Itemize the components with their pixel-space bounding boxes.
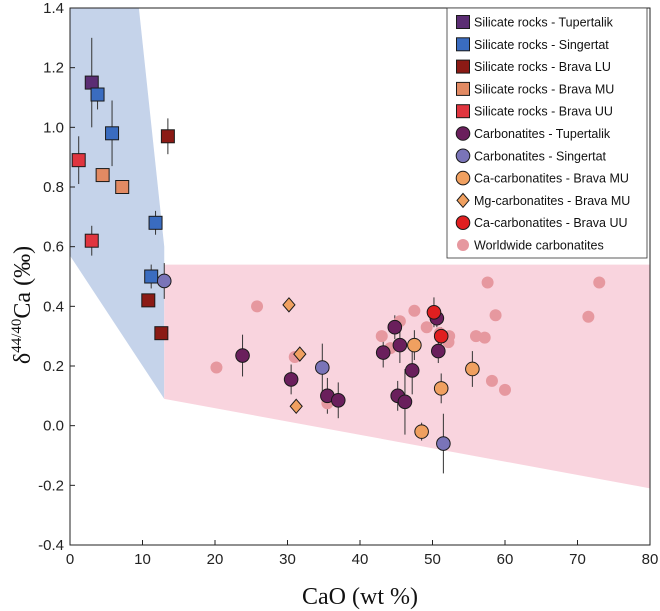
y-tick-label: -0.2 — [38, 477, 64, 494]
legend-label: Worldwide carbonatites — [474, 239, 604, 253]
y-tick-label: 1.2 — [43, 60, 64, 77]
data-point — [156, 273, 172, 289]
x-tick-label: 0 — [66, 551, 74, 568]
data-point — [84, 233, 99, 248]
y-axis-title: δ44/40Ca (‰) — [9, 246, 36, 364]
silicate-field — [70, 8, 165, 399]
data-point — [84, 75, 99, 90]
data-point — [375, 345, 391, 360]
data-point — [478, 331, 491, 344]
data-point — [235, 348, 250, 363]
data-point — [141, 293, 156, 308]
legend-marker — [456, 104, 470, 119]
legend-label: Silicate rocks - Tupertalik — [474, 16, 614, 30]
data-point — [392, 337, 408, 353]
legend-marker — [455, 215, 471, 230]
legend-label: Carbonatites - Tupertalik — [474, 127, 611, 141]
data-point — [593, 276, 606, 289]
y-tick-label: 0.0 — [43, 418, 64, 435]
data-point — [485, 374, 498, 387]
data-point — [210, 361, 223, 374]
data-point — [282, 297, 296, 313]
y-tick-label: 0.2 — [43, 358, 64, 375]
legend-marker — [456, 59, 470, 74]
legend-label: Carbonatites - Singertat — [474, 149, 607, 163]
data-point — [105, 126, 120, 141]
legend-marker — [456, 81, 470, 96]
x-tick-label: 60 — [497, 551, 514, 568]
axis-ticks: 0 10 20 30 40 50 60 70 80 -0.4 -0.2 0.0 0.2 0.4 0.6 0.8… — [38, 0, 658, 568]
x-axis-title: CaO (wt %) — [302, 584, 418, 610]
legend-marker — [456, 37, 470, 52]
data-point — [420, 321, 433, 334]
data-point — [408, 304, 421, 317]
data-point — [407, 337, 422, 353]
y-tick-label: 1.0 — [43, 119, 64, 136]
data-point — [71, 153, 86, 168]
x-tick-label: 80 — [642, 551, 659, 568]
x-tick-label: 20 — [207, 551, 224, 568]
legend-box — [446, 7, 648, 259]
legend-marker — [456, 15, 470, 29]
legend-marker — [456, 192, 470, 209]
data-point — [293, 346, 307, 362]
data-point — [489, 309, 502, 322]
data-point — [426, 305, 442, 320]
data-point — [154, 326, 169, 341]
data-point — [90, 87, 105, 102]
legend-label: Ca-carbonatites - Brava UU — [474, 216, 628, 230]
legend-marker — [455, 148, 471, 164]
legend-label: Ca-carbonatites - Brava MU — [474, 172, 629, 186]
x-tick-label: 10 — [134, 551, 151, 568]
shaded-fields — [70, 8, 650, 489]
x-tick-label: 40 — [352, 551, 369, 568]
data-point — [144, 269, 159, 284]
data-point — [499, 383, 511, 396]
data-points — [71, 37, 606, 474]
legend-marker — [455, 170, 471, 186]
legend-marker — [455, 126, 471, 141]
data-point — [414, 424, 429, 439]
data-point — [160, 129, 175, 144]
data-point — [481, 276, 494, 289]
y-tick-label: 0.8 — [43, 179, 64, 196]
data-point — [115, 180, 130, 194]
data-point — [431, 343, 446, 359]
data-point — [397, 394, 413, 410]
data-point — [95, 168, 110, 183]
data-point — [387, 319, 403, 335]
data-point — [330, 393, 346, 408]
legend-label: Silicate rocks - Brava MU — [474, 82, 614, 96]
y-tick-label: 1.4 — [43, 0, 64, 17]
data-point — [283, 372, 299, 387]
data-point — [375, 330, 388, 343]
data-point — [315, 360, 330, 375]
legend-label: Silicate rocks - Singertat — [474, 38, 609, 52]
legend: Silicate rocks - Tupertalik Silicate rock… — [446, 7, 648, 259]
x-tick-label: 50 — [424, 551, 441, 568]
legend-label: Mg-carbonatites - Brava MU — [474, 194, 630, 208]
legend-marker — [457, 239, 469, 251]
x-tick-label: 30 — [279, 551, 296, 568]
data-point — [436, 436, 451, 451]
x-tick-label: 70 — [569, 551, 586, 568]
data-point — [465, 361, 480, 377]
y-tick-label: 0.6 — [43, 239, 64, 256]
data-point — [404, 363, 420, 378]
data-point — [251, 300, 264, 313]
data-point — [289, 398, 303, 415]
legend-label: Silicate rocks - Brava LU — [474, 60, 611, 74]
data-point — [582, 310, 595, 323]
legend-label: Silicate rocks - Brava UU — [474, 105, 613, 119]
y-tick-label: 0.4 — [43, 298, 64, 315]
carbonatite-field — [164, 264, 650, 489]
y-tick-label: -0.4 — [38, 537, 64, 554]
data-point — [148, 215, 163, 230]
data-point — [433, 381, 449, 396]
data-point — [433, 328, 449, 344]
